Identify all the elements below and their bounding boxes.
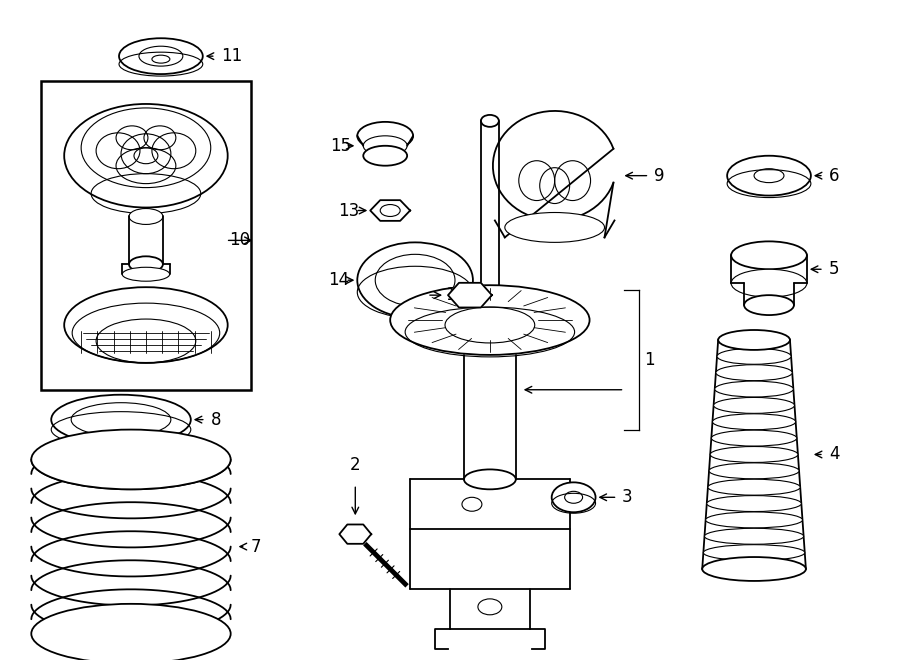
- Text: 6: 6: [829, 167, 840, 184]
- Ellipse shape: [129, 256, 163, 272]
- Ellipse shape: [505, 212, 605, 243]
- Ellipse shape: [364, 136, 407, 156]
- Ellipse shape: [717, 348, 791, 364]
- Ellipse shape: [711, 430, 796, 446]
- Ellipse shape: [709, 463, 799, 479]
- Ellipse shape: [464, 469, 516, 489]
- Ellipse shape: [364, 146, 407, 166]
- Ellipse shape: [731, 269, 807, 297]
- Ellipse shape: [552, 483, 596, 512]
- Text: 2: 2: [350, 456, 361, 475]
- Polygon shape: [339, 524, 371, 544]
- Text: 12: 12: [445, 286, 466, 304]
- Ellipse shape: [357, 122, 413, 150]
- Ellipse shape: [704, 545, 805, 561]
- Ellipse shape: [32, 430, 230, 489]
- Ellipse shape: [705, 528, 804, 544]
- Polygon shape: [448, 283, 492, 307]
- Bar: [41, 81, 250, 390]
- Ellipse shape: [706, 512, 803, 528]
- Text: 9: 9: [654, 167, 665, 184]
- Ellipse shape: [481, 115, 499, 127]
- Text: 15: 15: [330, 137, 352, 155]
- Ellipse shape: [718, 332, 790, 348]
- Ellipse shape: [32, 604, 230, 661]
- Ellipse shape: [744, 295, 794, 315]
- Ellipse shape: [391, 285, 590, 355]
- Ellipse shape: [715, 381, 794, 397]
- Text: 10: 10: [229, 231, 250, 249]
- Ellipse shape: [119, 38, 202, 74]
- Text: 3: 3: [622, 488, 632, 506]
- Ellipse shape: [357, 243, 472, 318]
- Text: 5: 5: [829, 260, 840, 278]
- Text: 13: 13: [338, 202, 360, 219]
- Ellipse shape: [731, 241, 807, 269]
- Text: 4: 4: [829, 446, 840, 463]
- Ellipse shape: [702, 561, 806, 577]
- Text: 8: 8: [211, 410, 221, 428]
- Ellipse shape: [51, 395, 191, 444]
- Ellipse shape: [718, 330, 790, 350]
- Ellipse shape: [64, 104, 228, 208]
- Text: 7: 7: [250, 537, 261, 556]
- Ellipse shape: [122, 267, 170, 281]
- Ellipse shape: [64, 287, 228, 363]
- Ellipse shape: [708, 479, 800, 495]
- Ellipse shape: [710, 447, 798, 463]
- Ellipse shape: [706, 496, 801, 512]
- Text: 14: 14: [328, 271, 349, 290]
- Text: 11: 11: [220, 47, 242, 65]
- Ellipse shape: [716, 365, 792, 381]
- Ellipse shape: [702, 557, 806, 581]
- Text: 1: 1: [644, 351, 655, 369]
- Ellipse shape: [727, 156, 811, 196]
- Ellipse shape: [713, 414, 796, 430]
- Ellipse shape: [714, 397, 795, 413]
- Ellipse shape: [129, 208, 163, 225]
